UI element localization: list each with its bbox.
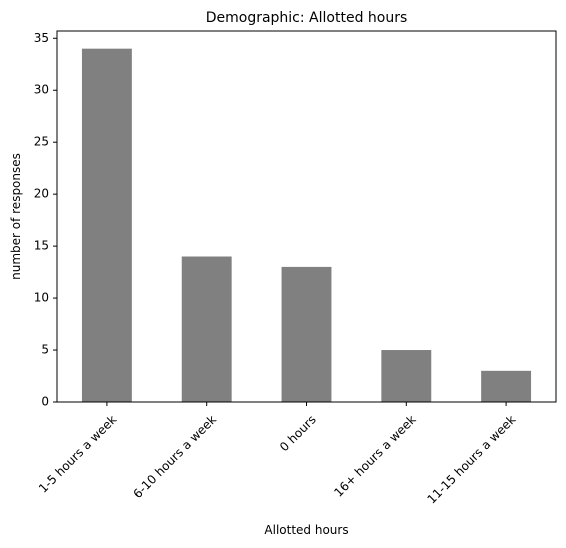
y-axis-label: number of responses — [9, 153, 23, 280]
x-tick-label-2: 0 hours — [277, 412, 319, 454]
bars-layer — [81, 48, 532, 403]
bar-4 — [481, 370, 532, 402]
y-tick-label-7: 35 — [34, 31, 49, 45]
y-tick-label-6: 30 — [34, 83, 49, 97]
bar-2 — [281, 266, 332, 402]
y-tick-label-4: 20 — [34, 187, 49, 201]
chart-title: Demographic: Allotted hours — [206, 10, 408, 26]
x-tick-label-0: 1-5 hours a week — [36, 412, 119, 495]
plot-frame — [56, 30, 557, 403]
y-tick-label-1: 5 — [41, 343, 49, 357]
y-tick-label-5: 25 — [34, 135, 49, 149]
bar-1 — [181, 256, 232, 402]
x-tick-label-4: 11-15 hours a week — [424, 412, 518, 506]
x-tick-label-1: 6-10 hours a week — [130, 412, 219, 501]
y-tick-label-0: 0 — [41, 395, 49, 409]
x-tick-label-3: 16+ hours a week — [331, 412, 418, 499]
bar-3 — [381, 350, 432, 402]
bar-0 — [81, 48, 132, 403]
x-axis-label: Allotted hours — [264, 523, 348, 537]
y-tick-label-3: 15 — [34, 239, 49, 253]
y-tick-label-2: 10 — [34, 291, 49, 305]
